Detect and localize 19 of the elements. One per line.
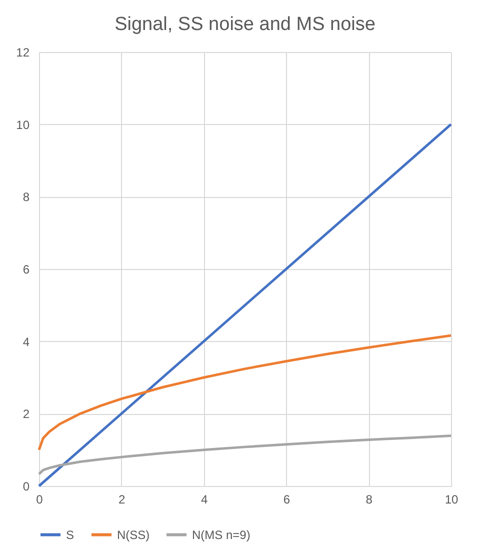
y-tick-label: 6 (22, 262, 30, 276)
y-tick-label: 10 (16, 118, 30, 132)
x-tick-label: 2 (118, 492, 126, 506)
y-tick-label: 12 (16, 46, 30, 60)
legend-label: S (66, 528, 74, 542)
x-tick-label: 8 (366, 492, 373, 506)
legend-label: N(MS n=9) (192, 528, 250, 542)
y-tick-label: 2 (22, 407, 30, 422)
y-tick-label: 4 (22, 334, 30, 349)
line-series (38, 334, 452, 452)
legend-label: N(SS) (117, 528, 150, 542)
line-series (38, 434, 452, 476)
x-tick-label: 6 (283, 492, 290, 506)
chart-title: Signal, SS noise and MS noise (114, 14, 376, 35)
y-tick-label: 0 (22, 480, 30, 494)
x-tick-label: 4 (200, 492, 208, 506)
y-tick-label: 8 (22, 190, 30, 204)
x-tick-label: 0 (36, 492, 44, 506)
x-tick-label: 10 (444, 492, 458, 506)
